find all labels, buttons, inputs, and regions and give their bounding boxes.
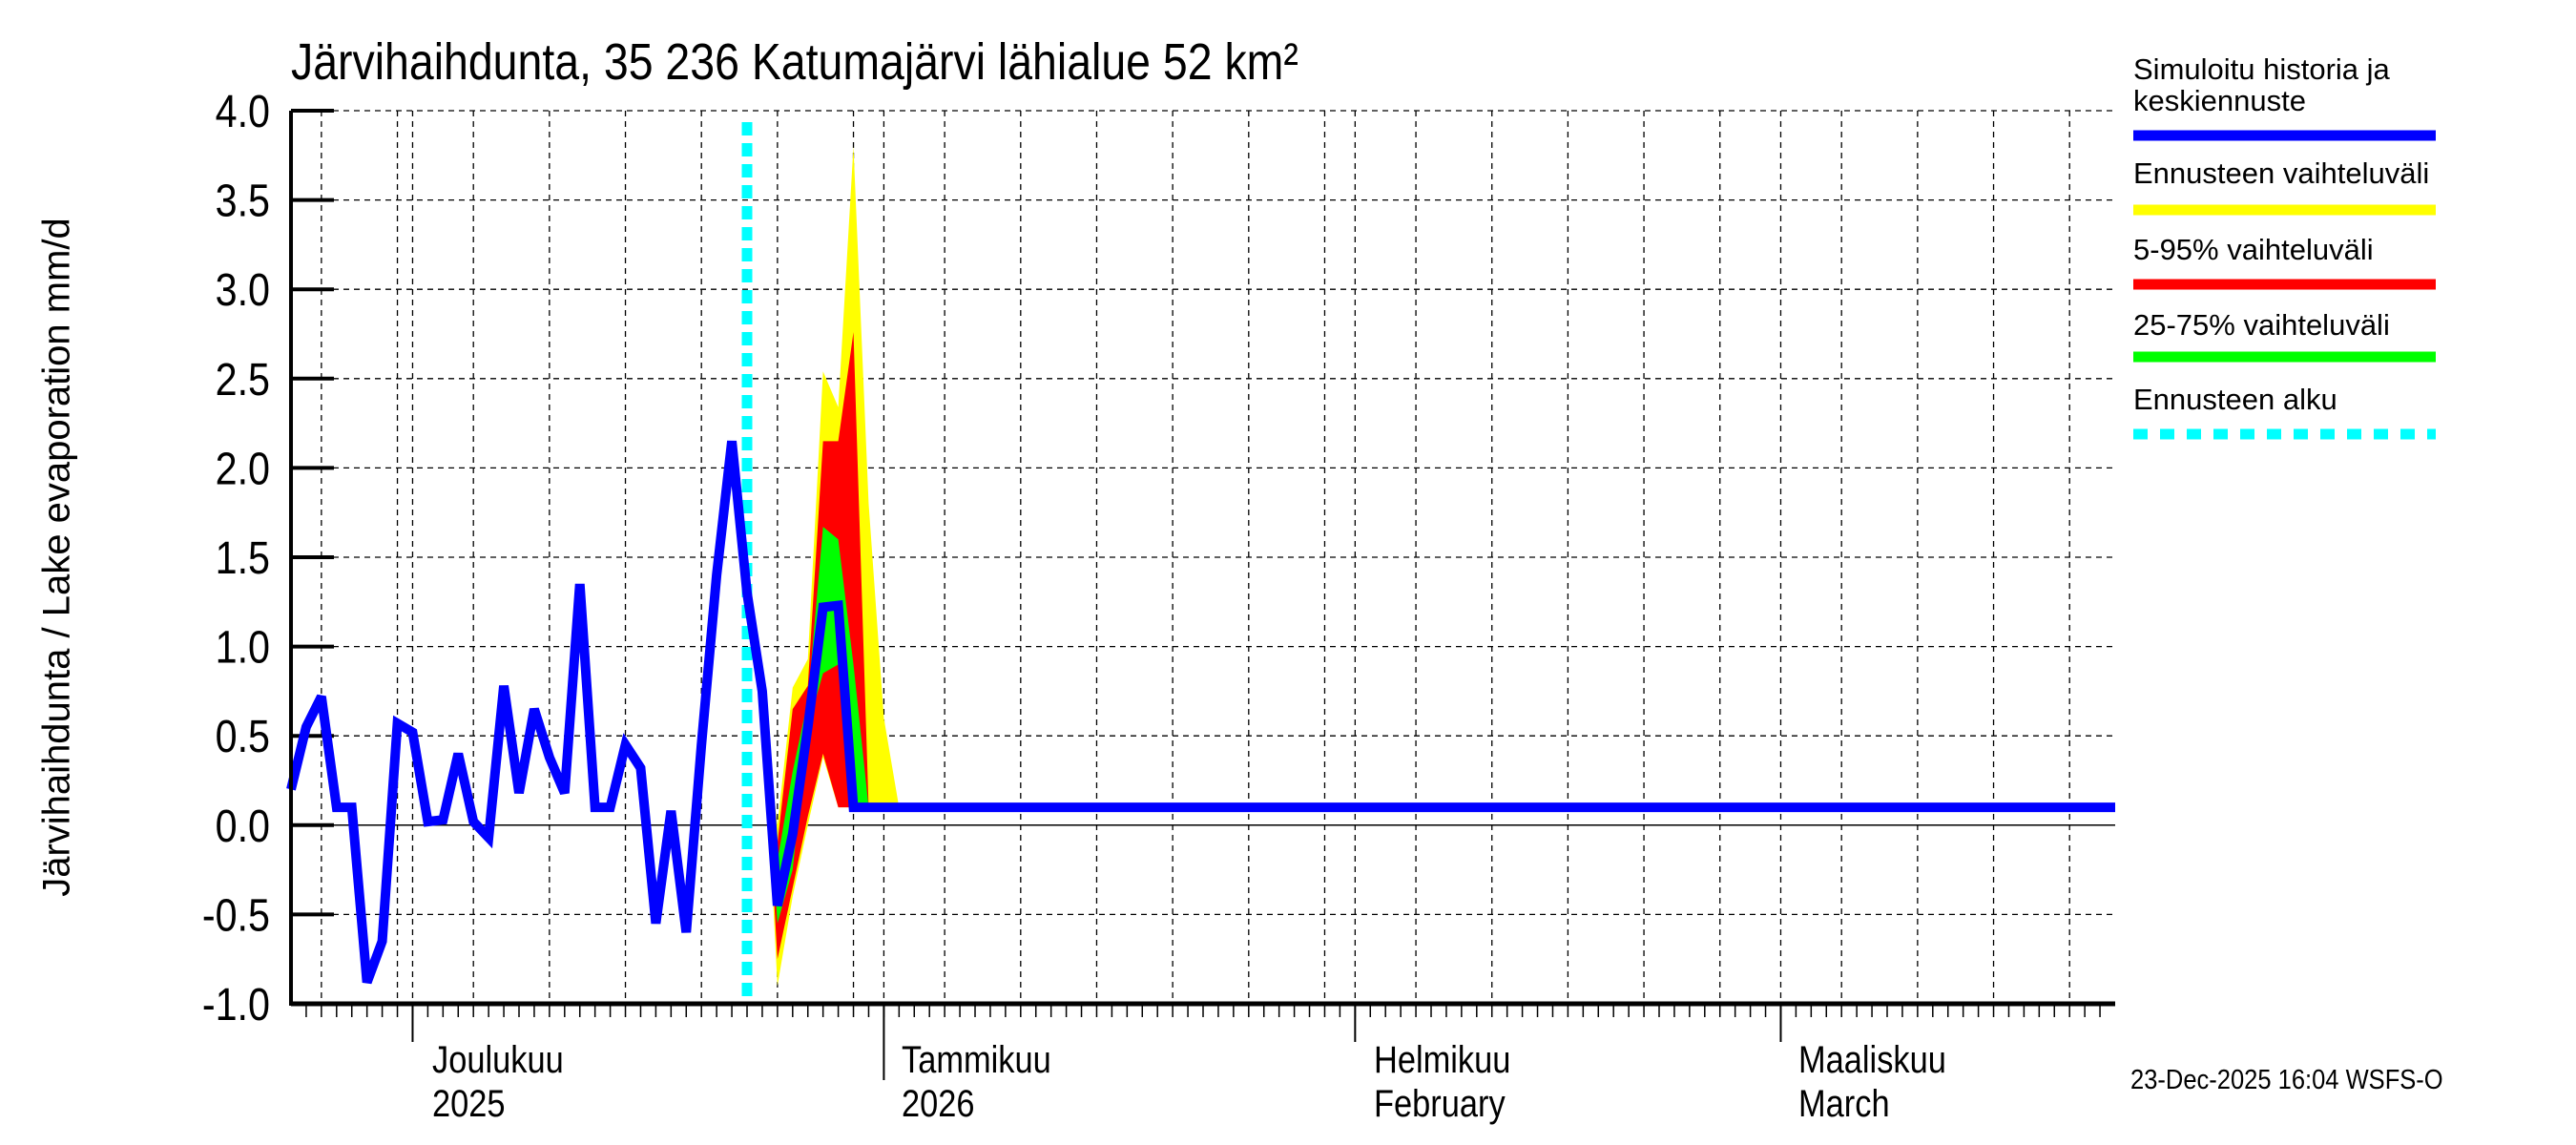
month-name: Joulukuu xyxy=(432,1039,564,1081)
y-tick-label: -0.5 xyxy=(202,890,270,942)
y-tick-label: 3.5 xyxy=(216,176,270,227)
y-tick-label: 2.0 xyxy=(216,444,270,495)
timestamp-footer: 23-Dec-2025 16:04 WSFS-O xyxy=(2130,1065,2443,1095)
month-sub: 2025 xyxy=(432,1083,506,1125)
y-tick-label: -1.0 xyxy=(202,979,270,1030)
month-sub: March xyxy=(1798,1083,1890,1125)
y-tick-label: 0.0 xyxy=(216,801,270,852)
legend-label-5-95: 5-95% vaihteluväli xyxy=(2133,233,2374,266)
month-label-january: Tammikuu 2026 xyxy=(902,1038,1051,1126)
month-sub: February xyxy=(1374,1083,1506,1125)
y-tick-label: 3.0 xyxy=(216,264,270,316)
y-tick-label: 2.5 xyxy=(216,354,270,406)
legend-label-forecast-start: Ennusteen alku xyxy=(2133,383,2337,416)
legend-label-25-75: 25-75% vaihteluväli xyxy=(2133,308,2390,342)
month-label-december: Joulukuu 2025 xyxy=(432,1038,564,1126)
y-tick-label: 0.5 xyxy=(216,711,270,762)
y-axis-label: Järvihaihdunta / Lake evaporation mm/d xyxy=(35,218,78,897)
y-tick-label: 1.5 xyxy=(216,532,270,584)
legend-label-forecast-range: Ennusteen vaihteluväli xyxy=(2133,156,2430,190)
month-label-march: Maaliskuu March xyxy=(1798,1038,1946,1126)
legend-label-history-line1: Simuloitu historia ja xyxy=(2133,52,2390,86)
month-label-february: Helmikuu February xyxy=(1374,1038,1510,1126)
chart-title: Järvihaihdunta, 35 236 Katumajärvi lähia… xyxy=(291,33,1298,91)
y-tick-label: 1.0 xyxy=(216,622,270,674)
y-tick-label: 4.0 xyxy=(216,86,270,137)
legend-label-history-line2: keskiennuste xyxy=(2133,84,2306,117)
month-name: Tammikuu xyxy=(902,1039,1051,1081)
month-name: Helmikuu xyxy=(1374,1039,1511,1081)
month-name: Maaliskuu xyxy=(1798,1039,1946,1081)
month-sub: 2026 xyxy=(902,1083,975,1125)
